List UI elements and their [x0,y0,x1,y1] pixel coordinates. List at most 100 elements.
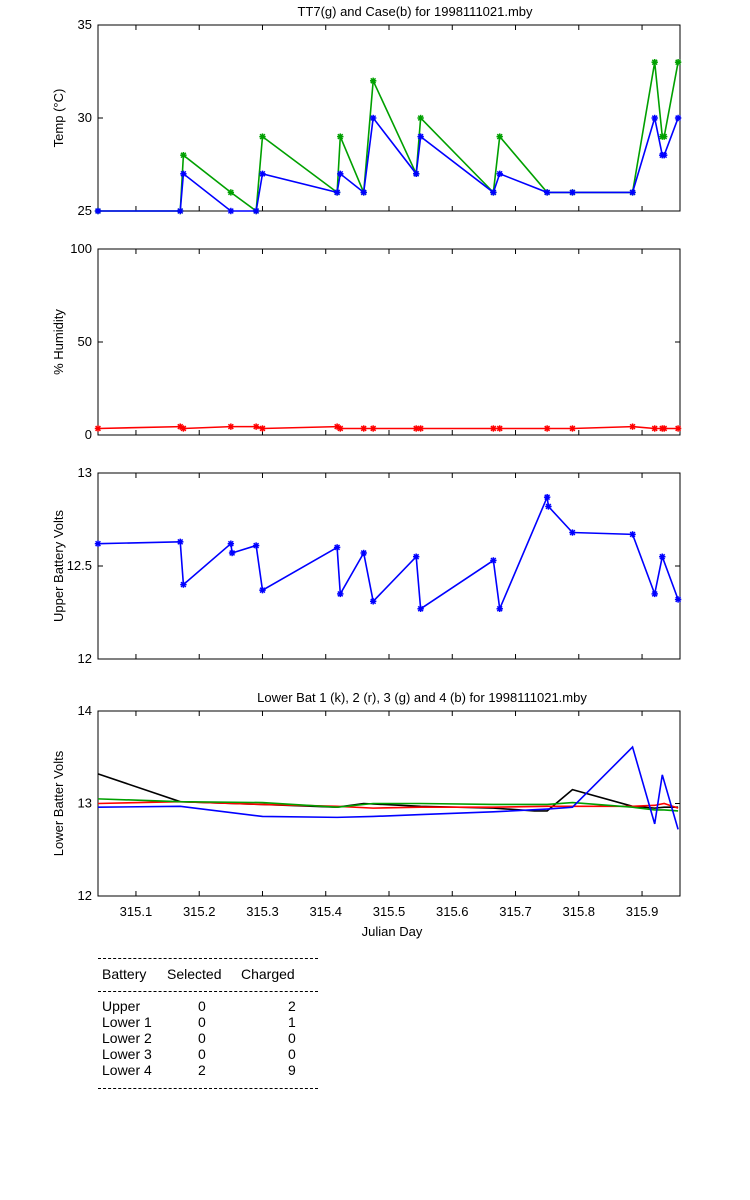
battery-table: Battery Selected Charged Upper 0 2 Lower… [98,958,318,1089]
row-charged: 0 [288,1030,296,1046]
data-point [177,207,184,215]
data-point [337,590,344,598]
data-point-stroke [337,170,344,177]
data-point-stroke [334,544,341,551]
data-point [674,425,682,432]
data-point [337,170,344,177]
data-point [180,170,187,177]
data-point-stroke [259,587,266,594]
x-axis-label: Julian Day [362,924,423,939]
y-tick-label: 14 [78,703,92,718]
data-point [660,425,668,432]
data-point-stroke [569,425,576,432]
data-point-stroke [413,170,420,177]
upper-battery-panel: 12 12.5 13 Upper Battery Volts [51,465,682,666]
y-axis-label: % Humidity [51,309,66,375]
data-point [180,425,187,432]
data-point [496,133,503,140]
data-point-stroke [675,115,682,121]
row-selected: 0 [198,1030,206,1046]
table-row: Lower 4 2 9 [98,1062,318,1078]
data-point [333,189,341,196]
y-tick-label: 13 [78,465,92,480]
row-battery: Lower 3 [102,1046,152,1062]
data-point [259,170,266,177]
data-point [360,189,367,196]
row-charged: 1 [288,1014,296,1030]
charts-canvas: 25 30 35 TT7(g) and Case(b) for 1998111021.… [51,4,682,939]
data-point-stroke [490,425,497,432]
series-line [97,798,679,812]
data-point [651,590,658,598]
data-point [543,493,551,501]
table-header-rule [98,991,318,992]
data-point [545,503,552,510]
x-axis-labels: 315.1 315.2 315.3 315.4 315.5 315.6 315.7 315.8… [120,904,659,939]
data-point [259,133,266,140]
row-selected: 0 [198,1046,206,1062]
y-tick-label: 100 [70,241,92,256]
data-point [674,59,682,66]
data-point-stroke [180,581,187,588]
data-point-stroke [334,423,341,430]
data-point-stroke [544,494,551,501]
data-point [496,425,503,432]
data-point-stroke [370,115,377,121]
data-point-stroke [337,425,344,432]
data-point [180,152,187,159]
data-point [651,425,658,432]
data-point-stroke [417,115,424,121]
data-point [94,207,102,215]
data-point-stroke [95,425,101,432]
data-point [252,207,260,215]
x-tick-label: 315.6 [436,904,469,919]
data-point [629,189,636,196]
data-point-stroke [490,557,497,564]
data-point-stroke [651,115,658,121]
series-line [97,745,679,830]
plot-frame [97,248,681,436]
plot-frame [97,24,681,212]
x-tick-label: 315.9 [626,904,659,919]
data-point-stroke [496,425,503,432]
data-point [490,189,497,196]
data-point-stroke [661,152,668,159]
data-point [651,59,658,66]
data-point [413,553,420,560]
data-point-stroke [337,590,344,597]
data-point-stroke [227,208,234,214]
data-point-stroke [675,596,682,603]
data-point [177,538,184,546]
table-row: Upper 0 2 [98,998,318,1014]
row-battery: Lower 2 [102,1030,152,1046]
data-point-stroke [177,423,184,430]
data-point-stroke [496,170,503,177]
data-point-stroke [629,423,636,430]
header-charged: Charged [241,966,295,982]
row-selected: 2 [198,1062,206,1078]
y-tick-label: 25 [78,203,92,218]
data-point-stroke [651,59,658,66]
data-point [227,423,235,430]
row-charged: 9 [288,1062,296,1078]
x-tick-label: 315.1 [120,904,153,919]
data-point-stroke [360,189,367,196]
data-point [413,425,420,432]
lower-battery-panel: 12 13 14 Lower Bat 1 (k), 2 (r), 3 (g) and … [51,690,681,903]
data-point-stroke [259,170,266,177]
data-point [259,586,266,594]
data-point [337,425,344,432]
data-point [543,425,551,432]
data-point [227,540,235,547]
humidity-panel: 0 50 100 % Humidity [51,241,682,442]
table-top-rule [98,958,318,959]
data-point [227,189,235,196]
table-bottom-rule [98,1088,318,1089]
data-point-stroke [651,425,658,432]
data-point [490,425,497,432]
data-point [417,425,424,432]
data-point-stroke [177,208,184,214]
data-point [259,425,266,432]
data-point [369,598,377,605]
data-point [228,549,236,557]
